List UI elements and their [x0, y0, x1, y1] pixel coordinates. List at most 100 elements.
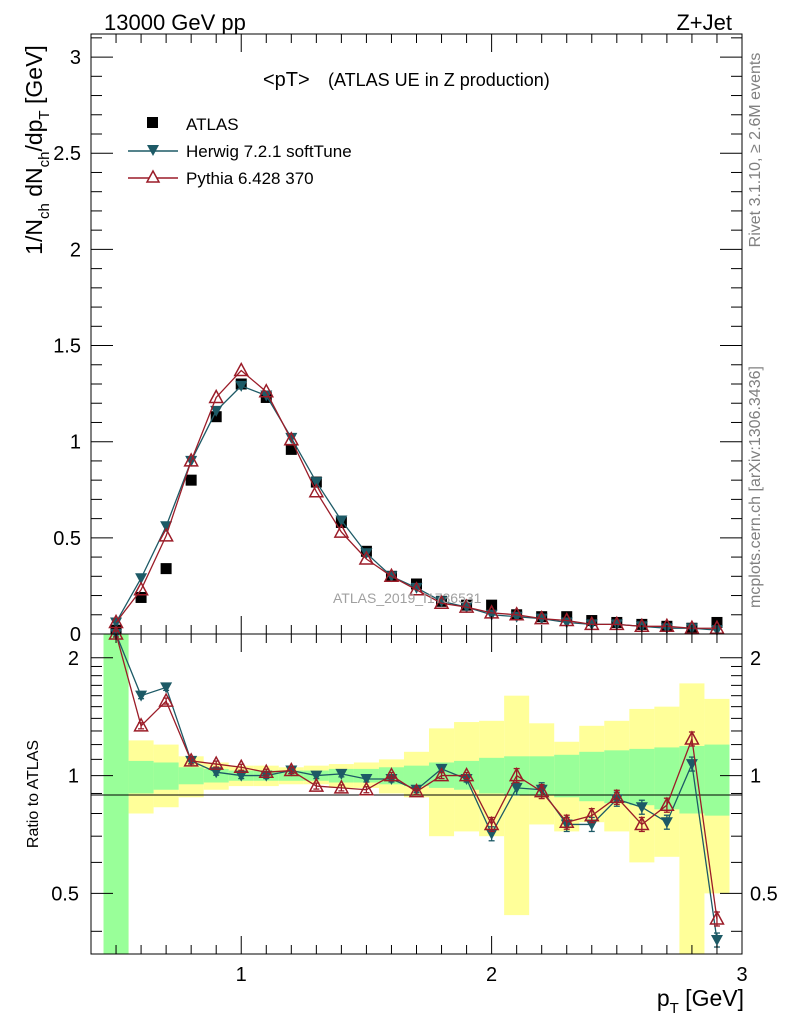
legend-pythia-marker: [145, 169, 161, 183]
main-series-line: [115, 369, 717, 629]
main-y-axis-label: 1/Nch dNch/dpT [GeV]: [21, 45, 53, 255]
main-y-tick-label: 1.5: [53, 336, 81, 358]
pythia-data-point: [308, 483, 325, 498]
herwig-ratio-point: [510, 782, 523, 794]
pythia-data-point: [508, 606, 525, 621]
pythia-ratio-point: [659, 796, 675, 811]
herwig-ratio-point: [235, 770, 248, 782]
energy-label: 13000 GeV pp: [104, 10, 246, 35]
pythia-ratio-point: [684, 730, 700, 745]
main-y-tick-label: 2: [70, 239, 81, 261]
pythia-ratio-point: [233, 758, 249, 774]
pythia-data-point: [208, 388, 224, 404]
legend-atlas-marker: [147, 117, 158, 128]
main-y-tick-label: 3: [70, 47, 81, 69]
pythia-ratio-point: [308, 777, 325, 792]
herwig-ratio-point: [460, 773, 473, 785]
herwig-data-point: [285, 432, 298, 444]
herwig-ratio-point: [210, 767, 223, 779]
main-y-tick-label: 2.5: [53, 143, 81, 165]
herwig-ratio-point: [335, 768, 348, 780]
pythia-ratio-point: [634, 815, 650, 831]
mcplots-label: mcplots.cern.ch [arXiv:1306.3436]: [747, 366, 764, 608]
ratio-uncertainty-band-outer: [504, 695, 530, 916]
pythia-ratio-point: [208, 755, 224, 770]
herwig-ratio-point: [660, 817, 673, 829]
herwig-data-point: [435, 596, 448, 608]
atlas-data-point: [135, 591, 147, 603]
atlas-data-point: [285, 443, 297, 455]
pythia-ratio-point: [258, 763, 275, 778]
pythia-ratio-point: [558, 813, 575, 828]
main-y-axis-label-text: 1/Nch dNch/dpT [GeV]: [21, 45, 53, 255]
ratio-y-tick-label: 0.5: [51, 883, 79, 905]
legend: ATLAS Herwig 7.2.1 softTune Pythia 6.428…: [128, 115, 352, 188]
atlas-data-point: [160, 563, 172, 575]
pythia-ratio-point: [158, 692, 174, 707]
ratio-uncertainty-band-outer: [679, 683, 705, 954]
herwig-data-point: [410, 582, 423, 594]
legend-atlas-label: ATLAS: [186, 115, 239, 134]
x-tick-label: 2: [486, 964, 497, 986]
pythia-ratio-point: [508, 766, 525, 782]
herwig-data-point: [310, 477, 323, 489]
main-y-tick-label: 1: [70, 432, 81, 454]
x-tick-label: 3: [736, 964, 747, 986]
pythia-data-point: [133, 581, 149, 596]
process-label: Z+Jet: [676, 10, 732, 35]
pythia-data-point: [283, 431, 300, 446]
pythia-data-point: [183, 452, 199, 467]
ratio-y-tick-label-right: 1: [750, 766, 761, 788]
herwig-data-point: [335, 515, 348, 527]
ratio-y-tick-label: 2: [68, 648, 79, 670]
herwig-data-point: [135, 573, 148, 585]
pythia-ratio-point: [183, 752, 199, 767]
pythia-data-point: [433, 594, 450, 609]
pythia-data-point: [383, 567, 400, 583]
herwig-ratio-point: [135, 690, 148, 702]
x-tick-label: 1: [236, 964, 247, 986]
herwig-ratio-point: [635, 802, 648, 814]
pythia-data-point: [458, 598, 475, 613]
ratio-uncertainty-band-inner: [479, 757, 505, 794]
main-y-tick-label: 0.5: [53, 528, 81, 550]
pythia-ratio-point: [333, 779, 350, 794]
ratio-uncertainty-band-inner: [103, 634, 129, 954]
pythia-ratio-point: [483, 815, 500, 831]
pythia-ratio-point: [533, 783, 550, 798]
pythia-data-point: [333, 523, 350, 538]
herwig-data-point: [360, 548, 373, 560]
herwig-ratio-point: [310, 770, 323, 782]
ratio-uncertainty-band-inner: [403, 765, 430, 787]
ratio-y-axis-label: Ratio to ATLAS: [25, 740, 42, 848]
pythia-ratio-point: [383, 766, 400, 782]
pythia-data-point: [258, 383, 275, 398]
ratio-uncertainty-band-inner: [579, 751, 605, 802]
plot-subtitle: (ATLAS UE in Z production): [328, 70, 550, 90]
ratio-y-tick-label-right: 0.5: [750, 883, 778, 905]
pythia-ratio-point: [133, 717, 149, 732]
herwig-data-point: [235, 380, 248, 392]
pythia-ratio-point: [709, 910, 725, 925]
herwig-ratio-point: [710, 935, 723, 947]
herwig-data-point: [210, 405, 223, 417]
pythia-data-point: [408, 581, 425, 596]
legend-herwig-label: Herwig 7.2.1 softTune: [186, 142, 352, 161]
ratio-uncertainty-band-inner: [554, 754, 580, 798]
herwig-ratio-point: [360, 773, 373, 785]
herwig-data-point: [160, 521, 173, 533]
atlas-data-point: [561, 611, 573, 623]
atlas-data-point: [185, 474, 197, 486]
pythia-ratio-point: [609, 788, 625, 804]
pythia-data-point: [158, 527, 174, 542]
ratio-plot-panel: 0.5 0.5 1 1 2 2 1 2 3: [51, 625, 778, 986]
pythia-ratio-point: [358, 781, 375, 796]
pythia-data-point: [358, 550, 375, 565]
main-y-tick-label: 0: [70, 624, 81, 646]
ratio-uncertainty-band-inner: [178, 767, 204, 785]
ratio-uncertainty-band-inner: [153, 762, 179, 790]
ratio-uncertainty-band-inner: [128, 760, 154, 794]
herwig-ratio-point: [260, 770, 273, 782]
ratio-uncertainty-band-inner: [704, 744, 730, 816]
herwig-ratio-point: [160, 682, 173, 694]
